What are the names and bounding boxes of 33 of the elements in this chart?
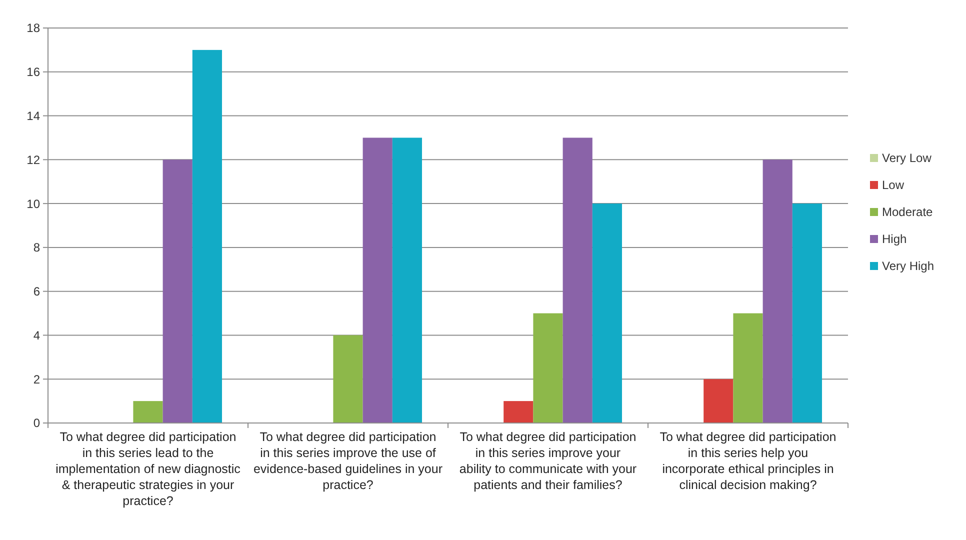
bar <box>392 138 422 423</box>
bar <box>792 204 822 423</box>
bar <box>362 138 392 423</box>
x-tick-label: To what degree did participation in this series improve your ability to communicate with your patients and their families? <box>459 430 637 492</box>
bar <box>504 401 534 423</box>
bar <box>333 335 363 423</box>
bar <box>192 50 222 423</box>
bar <box>562 138 592 423</box>
x-tick-label: To what degree did participation in this series lead to the implementation of new diagnostic & therapeutic strategies in your practice? <box>56 430 240 508</box>
y-tick-label: 8 <box>33 240 40 255</box>
y-tick-label: 16 <box>26 65 40 80</box>
legend-label: Moderate <box>882 205 934 220</box>
y-tick-label: 6 <box>33 284 40 299</box>
bar <box>592 204 622 423</box>
y-tick-label: 2 <box>33 372 40 386</box>
y-tick-label: 14 <box>26 108 40 123</box>
legend-label: Very Low <box>882 151 932 166</box>
bar <box>533 313 563 423</box>
legend-label: Low <box>882 178 904 192</box>
y-tick-label: 0 <box>33 416 40 430</box>
bar <box>133 401 163 423</box>
bar <box>704 379 734 423</box>
bar <box>762 160 792 423</box>
y-tick-label: 18 <box>26 21 40 36</box>
legend-label: High <box>882 232 907 246</box>
x-tick-label: To what degree did participation in this series help you incorporate ethical principles in clinical decision making? <box>660 430 836 492</box>
legend-label: Very High <box>882 259 934 274</box>
bar <box>162 160 192 423</box>
x-tick-label: To what degree did participation in this series improve the use of evidence-based guidelines in your practice? <box>253 430 443 492</box>
y-tick-label: 12 <box>26 152 40 167</box>
y-tick-label: 10 <box>26 196 40 211</box>
y-tick-label: 4 <box>33 328 40 342</box>
bar <box>733 313 763 423</box>
